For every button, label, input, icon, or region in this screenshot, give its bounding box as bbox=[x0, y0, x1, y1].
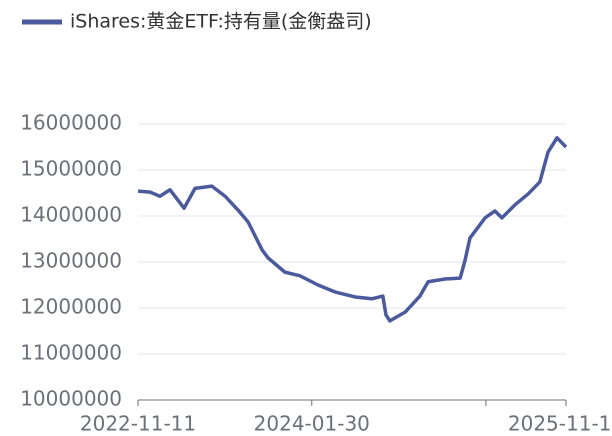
y-tick-label: 12000000 bbox=[20, 295, 122, 319]
y-tick-label: 10000000 bbox=[20, 387, 122, 411]
x-tick-label: 2025-11-11 bbox=[508, 412, 612, 436]
y-tick-label: 14000000 bbox=[20, 203, 122, 227]
y-tick-label: 15000000 bbox=[20, 157, 122, 181]
y-tick-label: 16000000 bbox=[20, 111, 122, 135]
y-tick-label: 13000000 bbox=[20, 249, 122, 273]
legend-label: iShares:黄金ETF:持有量(金衡盎司) bbox=[70, 11, 372, 33]
x-tick-label: 2024-01-30 bbox=[254, 412, 370, 436]
y-tick-label: 11000000 bbox=[20, 341, 122, 365]
x-tick-label: 2022-11-11 bbox=[80, 412, 196, 436]
data-line bbox=[137, 136, 568, 323]
